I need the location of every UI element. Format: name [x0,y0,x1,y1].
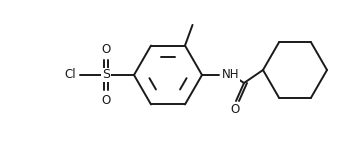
Text: S: S [102,69,110,81]
Text: O: O [101,43,111,56]
Text: O: O [230,103,240,116]
Text: O: O [101,94,111,107]
Text: NH: NH [222,69,240,81]
Text: Cl: Cl [64,69,76,81]
